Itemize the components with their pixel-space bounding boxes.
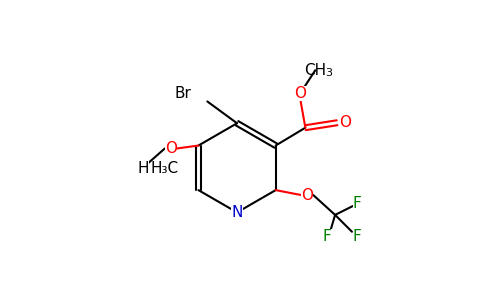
Text: O: O: [294, 85, 306, 100]
Text: F: F: [323, 229, 332, 244]
Text: N: N: [231, 205, 243, 220]
Text: F: F: [352, 229, 361, 244]
Text: O: O: [339, 115, 351, 130]
Text: O: O: [302, 188, 313, 202]
Text: F: F: [352, 196, 361, 211]
Text: O: O: [165, 141, 177, 156]
Text: 3: 3: [326, 68, 333, 78]
Text: CH: CH: [304, 63, 326, 78]
Text: H₃C: H₃C: [151, 161, 179, 176]
Text: Br: Br: [174, 86, 191, 101]
Text: H: H: [137, 161, 149, 176]
